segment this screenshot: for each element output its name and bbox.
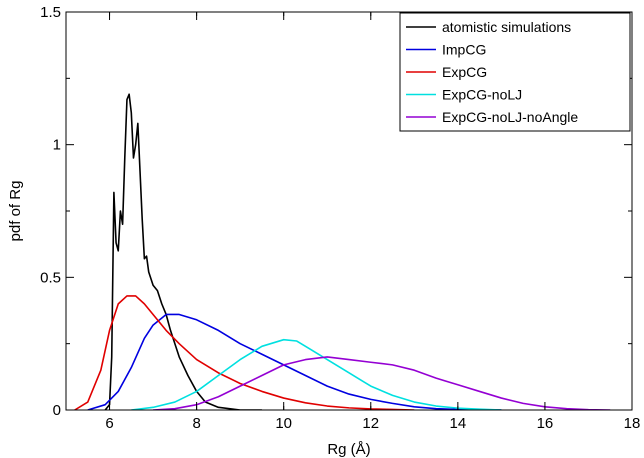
x-axis-label: Rg (Å) xyxy=(327,441,370,458)
axes: 6 8 10 12 14 16 18 0 0.5 1 1.5 Rg (Å) pdf of Rg xyxy=(7,4,640,458)
x-tick-label: 12 xyxy=(362,415,379,432)
y-tick-label: 1.5 xyxy=(40,4,61,21)
series-group xyxy=(74,93,611,410)
series-line-3 xyxy=(131,338,502,410)
plot-area xyxy=(74,93,611,410)
legend-box xyxy=(399,12,631,132)
legend: atomistic simulations ImpCG ExpCG ExpCG-noL… xyxy=(399,12,631,132)
x-tick-label: 14 xyxy=(450,415,467,432)
x-tick-label: 18 xyxy=(624,415,641,432)
y-axis-label: pdf of Rg xyxy=(7,181,24,242)
legend-entry-4: ExpCG-noLJ-noAngle xyxy=(442,109,578,125)
series-line-1 xyxy=(87,313,502,410)
series-line-0 xyxy=(104,93,262,410)
legend-entry-0: atomistic simulations xyxy=(442,19,571,35)
series-line-4 xyxy=(153,356,611,410)
legend-entry-1: ImpCG xyxy=(442,42,486,58)
y-tick-label: 0.5 xyxy=(40,269,61,286)
y-tick-label: 0 xyxy=(53,402,61,419)
x-tick-label: 6 xyxy=(105,415,113,432)
series-line-2 xyxy=(74,295,415,410)
legend-entry-3: ExpCG-noLJ xyxy=(442,87,522,103)
x-tick-label: 16 xyxy=(537,415,554,432)
y-tick-label: 1 xyxy=(53,137,61,154)
x-tick-label: 8 xyxy=(192,415,200,432)
legend-entry-2: ExpCG xyxy=(442,64,487,80)
x-tick-label: 10 xyxy=(275,415,292,432)
